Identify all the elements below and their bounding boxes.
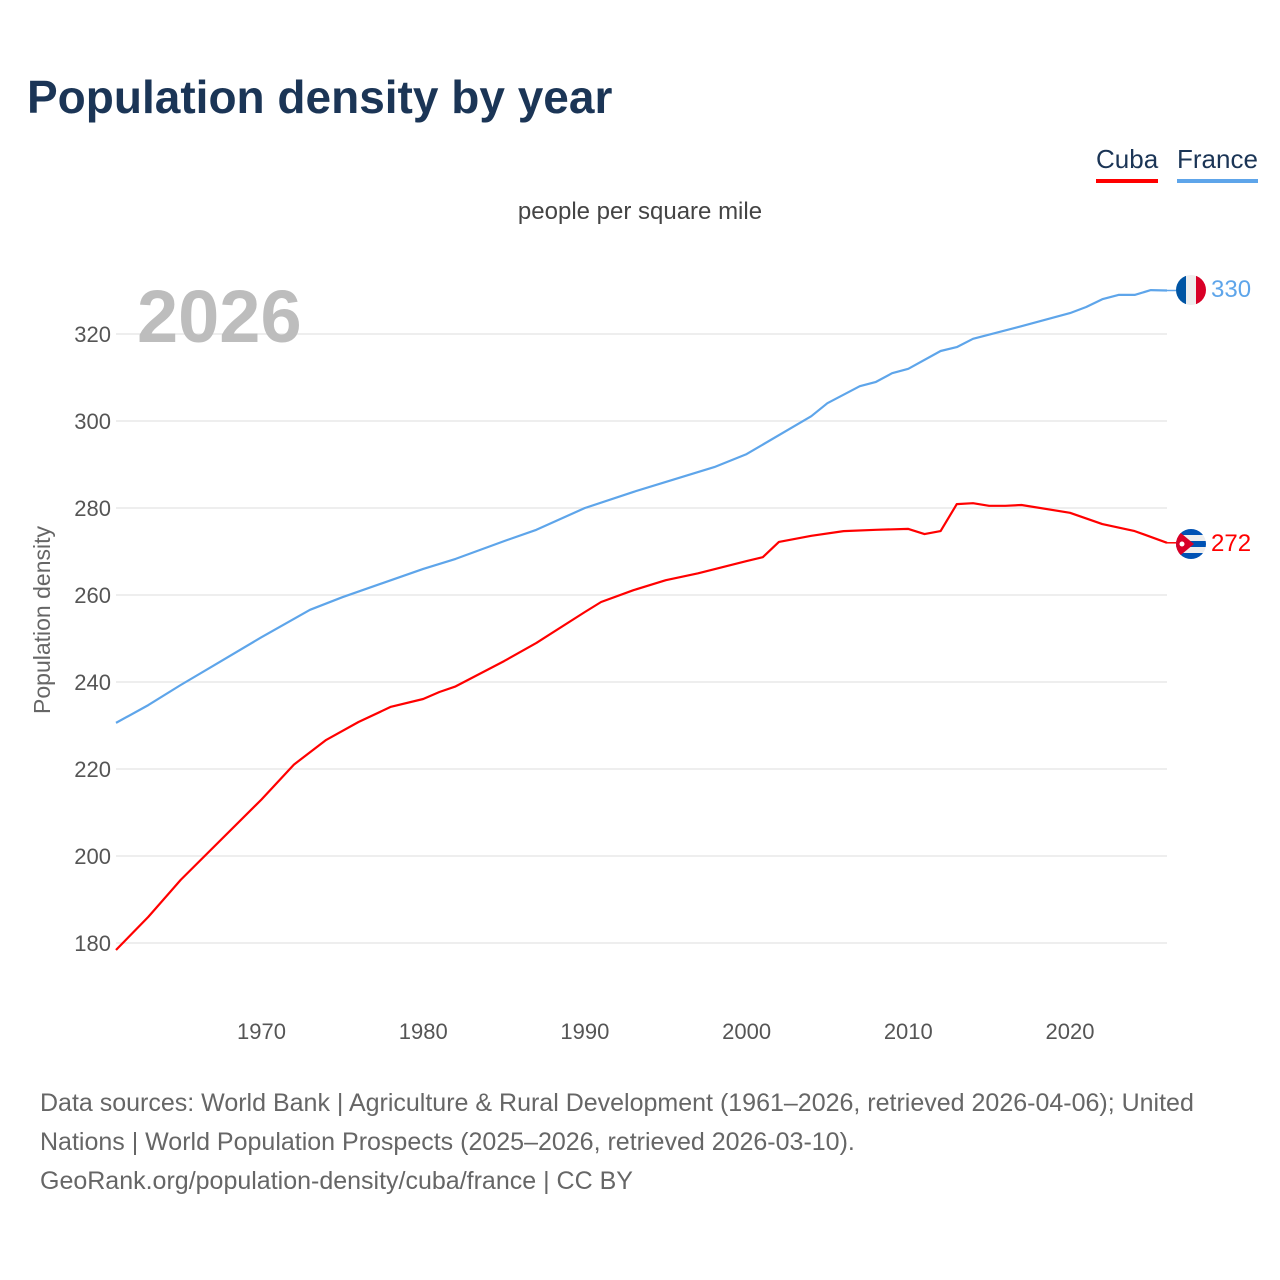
x-tick-label: 1980 (399, 1019, 448, 1044)
chart-title: Population density by year (27, 71, 613, 123)
data-sources: Data sources: World Bank | Agriculture &… (40, 1089, 1194, 1156)
legend-item-france[interactable]: France (1177, 144, 1258, 183)
y-tick-label: 180 (74, 931, 111, 956)
series-line-cuba (115, 502, 1168, 951)
y-axis-label: Population density (29, 526, 55, 714)
y-tick-label: 200 (74, 844, 111, 869)
y-tick-label: 220 (74, 757, 111, 782)
x-tick-label: 1970 (237, 1019, 286, 1044)
y-tick-label: 320 (74, 322, 111, 347)
y-tick-label: 300 (74, 409, 111, 434)
current-year-label: 2026 (137, 275, 302, 358)
source-link[interactable]: GeoRank.org/population-density/cuba/fran… (40, 1167, 633, 1195)
legend-item-cuba[interactable]: Cuba (1096, 144, 1159, 183)
x-tick-label: 1990 (560, 1019, 609, 1044)
line-chart: 180 200 220 240 260 280 300 320 1970 1980 1990 200… (29, 275, 1251, 1044)
france-end-value: 330 (1211, 276, 1251, 303)
unit-label: people per square mile (517, 198, 763, 225)
footer: Data sources: World Bank | Agriculture &… (40, 1084, 1250, 1201)
x-tick-label: 2010 (884, 1019, 933, 1044)
y-tick-label: 260 (74, 583, 111, 608)
y-tick-label: 240 (74, 670, 111, 695)
cuba-end-value: 272 (1211, 530, 1251, 557)
y-tick-label: 280 (74, 496, 111, 521)
x-tick-label: 2000 (722, 1019, 771, 1044)
x-tick-label: 2020 (1046, 1019, 1095, 1044)
france-flag-icon (1176, 275, 1206, 305)
series-line-france (115, 289, 1168, 724)
cuba-flag-icon (1176, 529, 1206, 559)
